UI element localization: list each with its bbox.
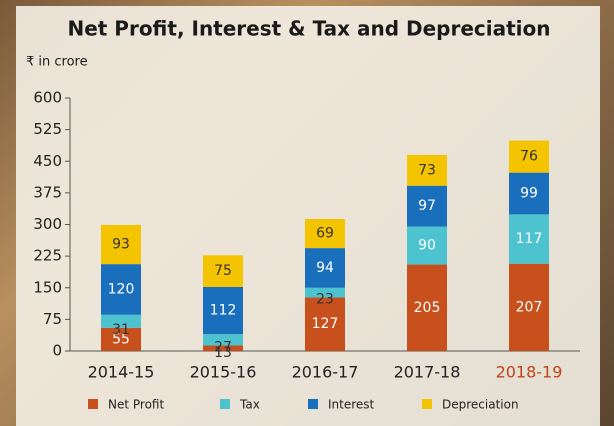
value-label: 97	[418, 198, 436, 214]
panel	[16, 6, 600, 426]
bar-segment	[407, 226, 447, 265]
y-tick-label: 450	[33, 152, 62, 170]
value-label: 93	[112, 237, 130, 253]
value-label: 117	[516, 231, 543, 247]
bar-segment	[305, 297, 345, 351]
value-label: 112	[210, 303, 237, 319]
unit-label: ₹ in crore	[26, 55, 88, 70]
y-tick-label: 600	[33, 89, 62, 107]
x-tick-label: 2017-18	[394, 363, 461, 382]
value-label: 120	[108, 281, 135, 297]
legend-label: Interest	[328, 398, 375, 412]
legend-swatch	[308, 399, 318, 409]
legend-swatch	[88, 399, 98, 409]
bar-segment	[509, 263, 549, 351]
y-tick-label: 150	[33, 278, 62, 296]
bar-segment	[305, 219, 345, 249]
legend-swatch	[422, 399, 432, 409]
bar-segment	[407, 154, 447, 186]
y-tick-label: 525	[33, 120, 62, 138]
value-label: 99	[520, 186, 538, 202]
x-tick-label: 2016-17	[292, 363, 359, 382]
legend-label: Net Profit	[108, 398, 164, 412]
value-label: 127	[312, 316, 339, 332]
bar-segment	[101, 327, 141, 351]
legend-label: Depreciation	[442, 398, 519, 412]
y-tick-label: 75	[43, 310, 62, 328]
x-tick-label: 2015-16	[190, 363, 257, 382]
value-label: 207	[516, 299, 543, 315]
y-tick-label: 300	[33, 215, 62, 233]
bar-segment	[101, 264, 141, 315]
bar-segment	[509, 172, 549, 215]
bar-segment	[101, 224, 141, 265]
bar-segment	[203, 345, 243, 351]
bar-segment	[407, 185, 447, 227]
value-label: 13	[214, 345, 232, 361]
bar-segment	[101, 314, 141, 328]
bar-segment	[509, 214, 549, 264]
value-label: 27	[214, 340, 232, 356]
bar-segment	[203, 255, 243, 287]
value-label: 90	[418, 238, 436, 254]
bar-segment	[203, 286, 243, 335]
value-label: 69	[316, 226, 334, 242]
chart-title: Net Profit, Interest & Tax and Depreciat…	[67, 17, 550, 41]
y-tick-label: 375	[33, 183, 62, 201]
value-label: 55	[112, 331, 130, 347]
legend-swatch	[220, 399, 230, 409]
y-tick-label: 225	[33, 247, 62, 265]
bar-segment	[203, 334, 243, 346]
bar-segment	[305, 287, 345, 298]
bar-segment	[305, 248, 345, 288]
value-label: 75	[214, 263, 232, 279]
y-tick-label: 0	[52, 342, 62, 360]
x-tick-label: 2018-19	[496, 363, 563, 382]
value-label: 76	[520, 149, 538, 165]
value-label: 31	[112, 322, 130, 338]
value-label: 73	[418, 162, 436, 178]
legend-label: Tax	[239, 398, 260, 412]
value-label: 94	[316, 260, 334, 276]
value-label: 205	[414, 300, 441, 316]
bar-segment	[407, 264, 447, 351]
bar-segment	[509, 140, 549, 173]
x-tick-label: 2014-15	[88, 363, 155, 382]
value-label: 23	[316, 291, 334, 307]
